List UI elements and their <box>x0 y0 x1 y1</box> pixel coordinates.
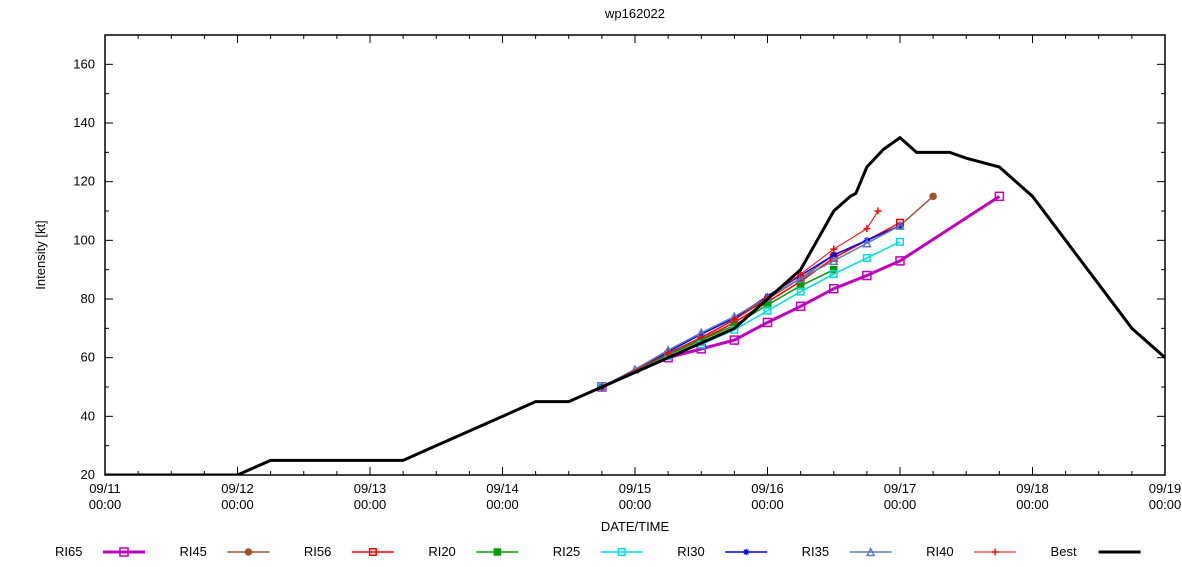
x-tick-label: 00:00 <box>89 497 122 512</box>
x-tick-label: 00:00 <box>619 497 652 512</box>
x-tick-label: 09/15 <box>619 481 652 496</box>
y-tick-label: 20 <box>81 467 95 482</box>
chart-title: wp162022 <box>604 6 665 21</box>
x-tick-label: 09/12 <box>221 481 254 496</box>
y-tick-label: 40 <box>81 408 95 423</box>
legend-label: RI30 <box>677 544 704 559</box>
x-tick-label: 00:00 <box>1016 497 1049 512</box>
x-tick-label: 09/14 <box>486 481 519 496</box>
legend-label: RI40 <box>926 544 953 559</box>
x-tick-label: 09/18 <box>1016 481 1049 496</box>
legend-label: Best <box>1051 544 1077 559</box>
x-tick-label: 00:00 <box>486 497 519 512</box>
legend-label: RI20 <box>428 544 455 559</box>
x-axis-label: DATE/TIME <box>601 519 670 534</box>
x-tick-label: 09/17 <box>884 481 917 496</box>
legend-label: RI56 <box>304 544 331 559</box>
x-tick-label: 00:00 <box>221 497 254 512</box>
legend-label: RI35 <box>802 544 829 559</box>
y-tick-label: 80 <box>81 291 95 306</box>
y-tick-label: 160 <box>73 56 95 71</box>
legend-label: RI45 <box>179 544 206 559</box>
x-tick-label: 00:00 <box>751 497 784 512</box>
x-tick-label: 09/16 <box>751 481 784 496</box>
legend-label: RI25 <box>553 544 580 559</box>
x-tick-label: 00:00 <box>354 497 387 512</box>
x-tick-label: 09/11 <box>89 481 121 496</box>
legend-label: RI65 <box>55 544 82 559</box>
y-tick-label: 60 <box>81 350 95 365</box>
y-axis-label: Intensity [kt] <box>33 220 48 289</box>
y-tick-label: 140 <box>73 115 95 130</box>
x-tick-label: 00:00 <box>1149 497 1182 512</box>
intensity-chart: wp16202209/1100:0009/1200:0009/1300:0009… <box>0 0 1182 567</box>
x-tick-label: 09/13 <box>354 481 387 496</box>
x-tick-label: 00:00 <box>884 497 917 512</box>
y-tick-label: 100 <box>73 232 95 247</box>
x-tick-label: 09/19 <box>1149 481 1182 496</box>
y-tick-label: 120 <box>73 174 95 189</box>
